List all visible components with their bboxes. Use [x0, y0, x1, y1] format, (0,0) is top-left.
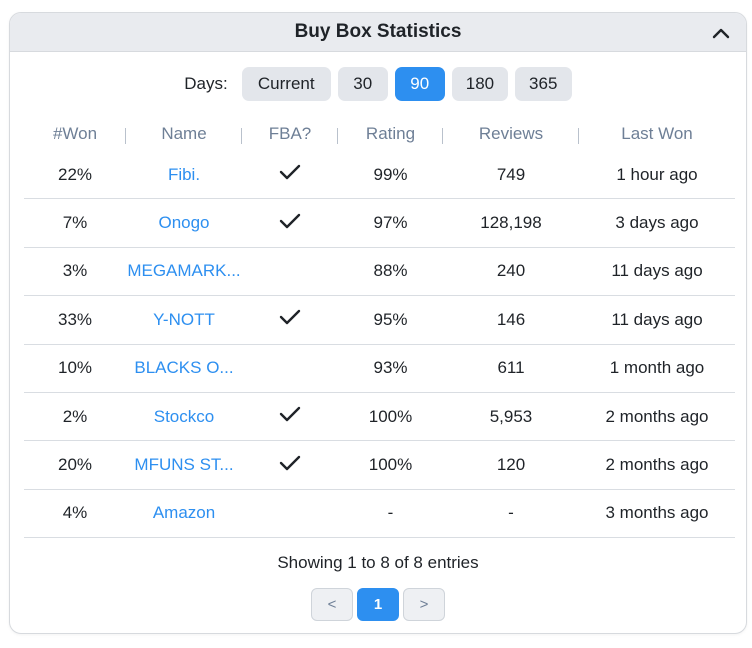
page-1-button[interactable]: 1 [357, 588, 399, 621]
seller-name-link[interactable]: MEGAMARK... [127, 261, 241, 281]
cell-won: 10% [57, 358, 93, 378]
cell-last-won: 1 hour ago [616, 164, 698, 184]
table-row: 2% Stockco 100% 5,953 2 months ago [24, 393, 735, 442]
cell-fba [242, 308, 338, 331]
column-divider [442, 127, 443, 144]
table-header: #Won Name FBA? Rating Reviews Last Won [24, 116, 735, 151]
panel-header: Buy Box Statistics [10, 13, 746, 52]
column-header-label: FBA? [268, 123, 312, 143]
cell-reviews: 128,198 [480, 213, 542, 233]
cell-won: 22% [57, 164, 93, 184]
cell-reviews: 611 [497, 358, 525, 378]
buy-box-table: #Won Name FBA? Rating Reviews Last Won 2… [24, 116, 735, 539]
cell-reviews: 146 [496, 309, 526, 329]
cell-last-won: 2 months ago [605, 455, 709, 475]
cell-won: 4% [62, 503, 88, 523]
table-row: 4% Amazon - - 3 months ago [24, 490, 735, 539]
column-divider [337, 127, 338, 144]
column-header-won[interactable]: #Won [24, 124, 126, 144]
next-page-button[interactable]: > [403, 588, 445, 621]
cell-rating: 93% [373, 358, 408, 378]
checkmark-icon [279, 213, 301, 228]
days-30-button[interactable]: 30 [337, 67, 388, 101]
chevron-up-icon[interactable] [710, 22, 732, 44]
cell-reviews: 5,953 [489, 406, 533, 426]
days-90-button[interactable]: 90 [394, 67, 445, 101]
cell-won: 20% [57, 455, 93, 475]
column-header-reviews[interactable]: Reviews [443, 124, 579, 144]
previous-page-button[interactable]: < [311, 588, 353, 621]
cell-fba [242, 454, 338, 477]
cell-last-won: 3 days ago [615, 213, 699, 233]
table-row: 20% MFUNS ST... 100% 120 2 months ago [24, 441, 735, 490]
cell-rating: 88% [373, 261, 408, 281]
table-row: 22% Fibi. 99% 749 1 hour ago [24, 151, 735, 200]
table-row: 10% BLACKS O... 93% 611 1 month ago [24, 345, 735, 393]
cell-reviews: 749 [496, 164, 526, 184]
buy-box-statistics-panel: Buy Box Statistics Days: Current 30 90 1… [9, 12, 747, 634]
column-header-label: Reviews [478, 123, 544, 143]
cell-won: 3% [62, 261, 88, 281]
table-info-text: Showing 1 to 8 of 8 entries [277, 553, 479, 572]
cell-rating: 100% [368, 455, 413, 475]
pagination: < 1 > [10, 588, 746, 621]
column-header-fba[interactable]: FBA? [242, 124, 338, 144]
checkmark-icon [279, 164, 301, 180]
column-divider [125, 127, 126, 144]
column-divider [241, 127, 242, 144]
seller-name-link[interactable]: Amazon [152, 503, 216, 523]
cell-won: 33% [57, 309, 93, 329]
table-row: 3% MEGAMARK... 88% 240 11 days ago [24, 248, 735, 297]
cell-last-won: 1 month ago [609, 358, 705, 378]
cell-reviews: - [508, 503, 514, 523]
seller-name-link[interactable]: BLACKS O... [134, 358, 234, 378]
days-filter: Days: Current 30 90 180 365 [10, 67, 746, 101]
seller-name-link[interactable]: Fibi. [167, 164, 201, 184]
table-row: 7% Onogo 97% 128,198 3 days ago [24, 199, 735, 248]
cell-rating: - [387, 503, 394, 523]
days-label: Days: [184, 74, 228, 93]
cell-last-won: 11 days ago [611, 309, 703, 329]
checkmark-icon [279, 406, 301, 422]
seller-name-link[interactable]: MFUNS ST... [134, 455, 234, 475]
seller-name-link[interactable]: Y-NOTT [153, 309, 215, 329]
table-row: 33% Y-NOTT 95% 146 11 days ago [24, 296, 735, 345]
checkmark-icon [279, 455, 301, 470]
cell-last-won: 3 months ago [605, 503, 709, 523]
cell-last-won: 2 months ago [605, 406, 709, 426]
cell-last-won: 11 days ago [611, 261, 703, 281]
days-180-button[interactable]: 180 [451, 67, 508, 101]
cell-rating: 99% [373, 164, 408, 184]
cell-reviews: 120 [496, 455, 526, 475]
column-divider [578, 127, 579, 144]
cell-won: 7% [62, 213, 88, 233]
column-header-name[interactable]: Name [126, 124, 242, 144]
cell-fba [242, 212, 338, 235]
cell-fba [242, 405, 338, 428]
cell-won: 2% [62, 406, 88, 426]
column-header-label: Last Won [621, 123, 693, 143]
column-header-label: #Won [52, 123, 98, 143]
days-current-button[interactable]: Current [241, 67, 331, 101]
days-365-button[interactable]: 365 [514, 67, 572, 101]
column-header-label: Rating [365, 123, 416, 143]
seller-name-link[interactable]: Stockco [153, 406, 215, 426]
column-header-last-won[interactable]: Last Won [579, 124, 735, 144]
seller-name-link[interactable]: Onogo [158, 213, 210, 233]
checkmark-icon [279, 310, 301, 325]
cell-reviews: 240 [496, 261, 526, 281]
panel-title: Buy Box Statistics [294, 21, 462, 42]
cell-rating: 100% [368, 406, 413, 426]
cell-rating: 95% [373, 309, 408, 329]
cell-rating: 97% [373, 213, 408, 233]
column-header-label: Name [161, 123, 207, 143]
column-header-rating[interactable]: Rating [338, 124, 443, 144]
cell-fba [242, 163, 338, 186]
